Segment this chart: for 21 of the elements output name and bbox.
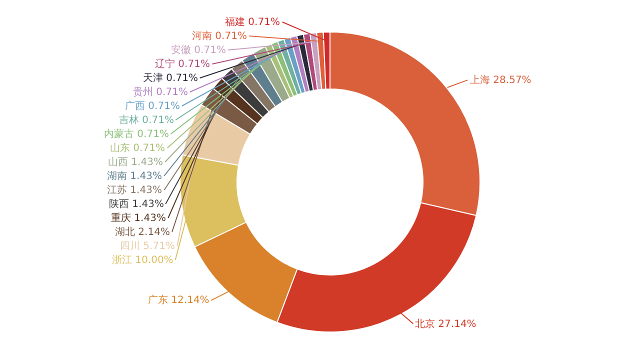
slice-label: 河南 0.71%: [192, 30, 247, 42]
slice-label: 天津 0.71%: [143, 72, 198, 84]
slice-label: 贵州 0.71%: [133, 86, 188, 98]
slice-label: 内蒙古 0.71%: [104, 128, 169, 140]
slice-label: 山西 1.43%: [108, 156, 163, 168]
slice-label: 北京 27.14%: [415, 318, 476, 330]
slice-label: 山东 0.71%: [110, 142, 165, 154]
slice-label: 广东 12.14%: [148, 294, 210, 306]
slice-label: 辽宁 0.71%: [155, 58, 210, 70]
slice-label: 湖南 1.43%: [107, 170, 162, 182]
slice-label: 安徽 0.71%: [171, 44, 226, 56]
slice-label: 浙江 10.00%: [112, 254, 174, 266]
slice-label: 上海 28.57%: [470, 74, 532, 86]
slice-label: 江苏 1.43%: [107, 184, 162, 196]
slice-label: 陕西 1.43%: [109, 198, 164, 210]
slice-label: 广西 0.71%: [125, 100, 180, 112]
slice-label: 湖北 2.14%: [115, 226, 170, 238]
slice-label: 四川 5.71%: [120, 240, 175, 252]
slice-label: 吉林 0.71%: [119, 114, 174, 126]
slice-label: 福建 0.71%: [225, 16, 280, 28]
slice-label: 重庆 1.43%: [111, 212, 166, 224]
